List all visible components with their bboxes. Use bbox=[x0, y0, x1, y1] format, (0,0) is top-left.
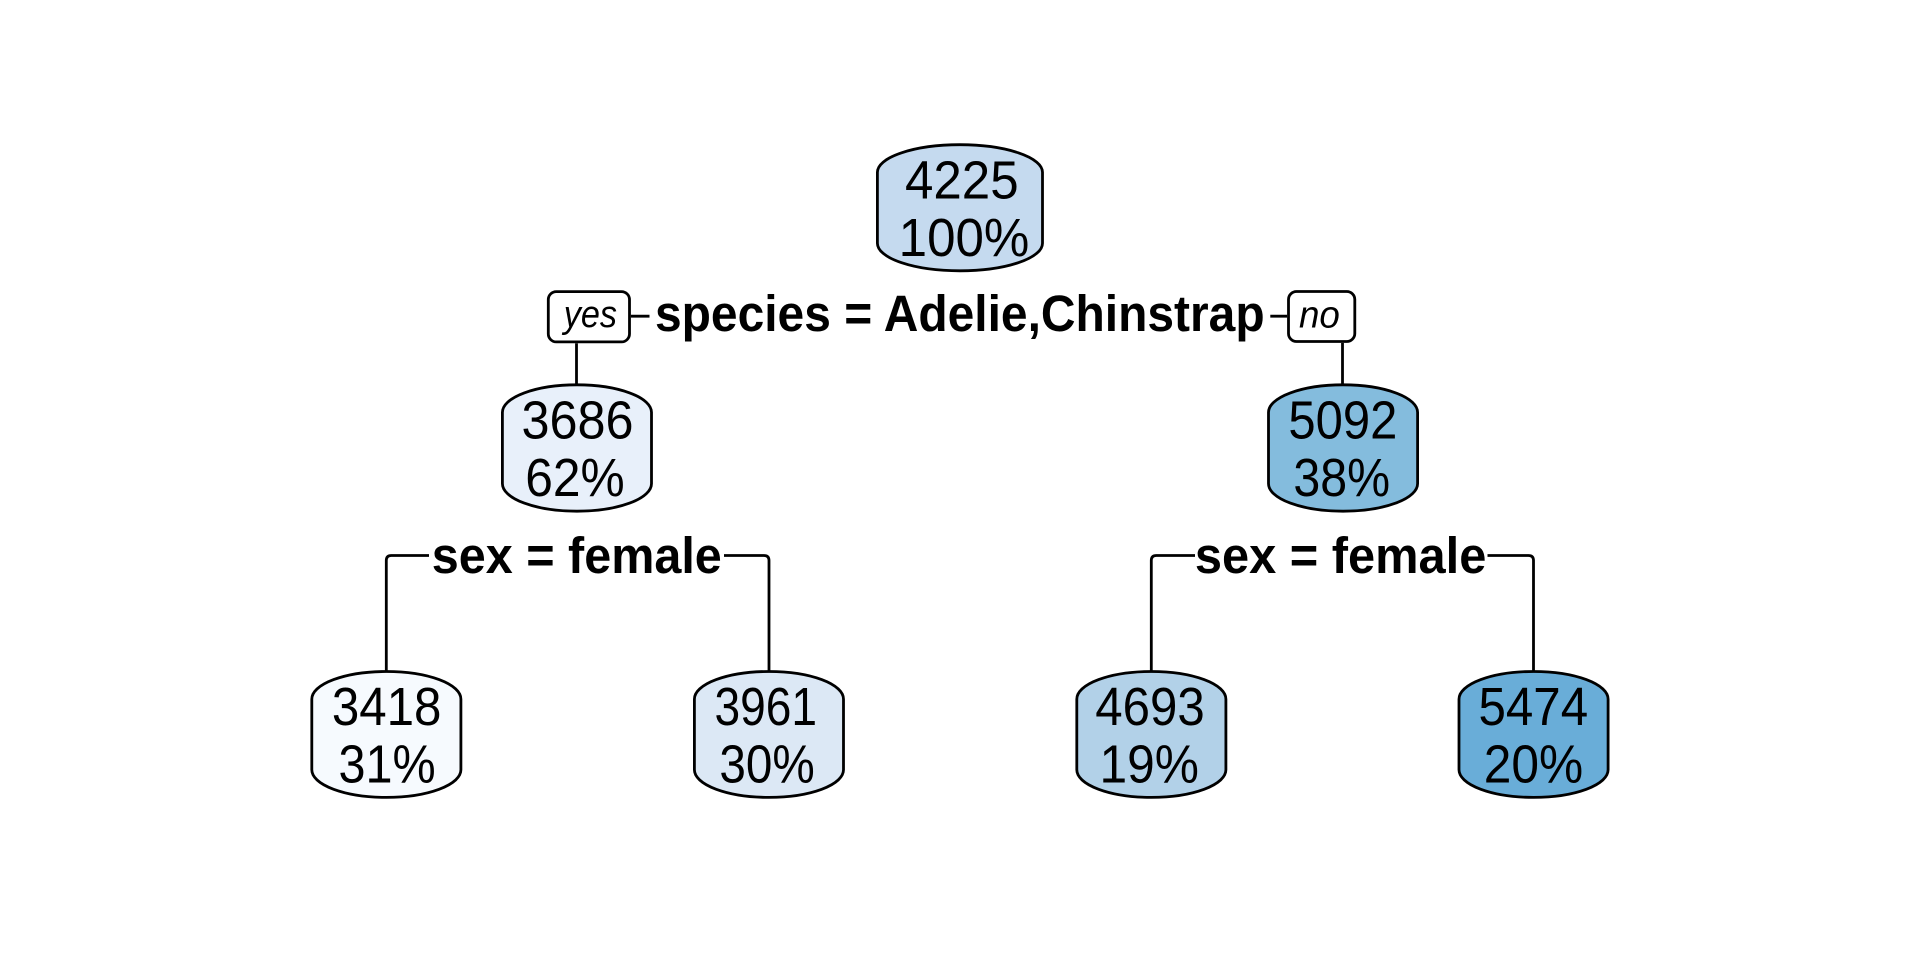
svg-text:yes: yes bbox=[561, 292, 617, 335]
svg-text:3961: 3961 bbox=[715, 677, 818, 737]
svg-text:species = Adelie,Chinstrap: species = Adelie,Chinstrap bbox=[655, 285, 1265, 342]
svg-text:4693: 4693 bbox=[1095, 676, 1204, 737]
svg-text:62%: 62% bbox=[525, 447, 624, 507]
svg-text:no: no bbox=[1299, 293, 1340, 336]
svg-text:100%: 100% bbox=[899, 208, 1030, 269]
svg-text:5092: 5092 bbox=[1288, 389, 1397, 450]
svg-text:3418: 3418 bbox=[332, 676, 442, 737]
svg-text:31%: 31% bbox=[339, 734, 436, 794]
svg-text:4225: 4225 bbox=[905, 150, 1019, 211]
svg-text:sex = female: sex = female bbox=[432, 527, 722, 584]
svg-text:30%: 30% bbox=[719, 734, 814, 794]
svg-text:5474: 5474 bbox=[1478, 676, 1588, 737]
svg-text:38%: 38% bbox=[1293, 448, 1390, 508]
svg-text:19%: 19% bbox=[1099, 734, 1198, 794]
svg-text:3686: 3686 bbox=[521, 391, 633, 451]
svg-text:20%: 20% bbox=[1484, 734, 1583, 794]
svg-text:sex = female: sex = female bbox=[1195, 527, 1487, 584]
